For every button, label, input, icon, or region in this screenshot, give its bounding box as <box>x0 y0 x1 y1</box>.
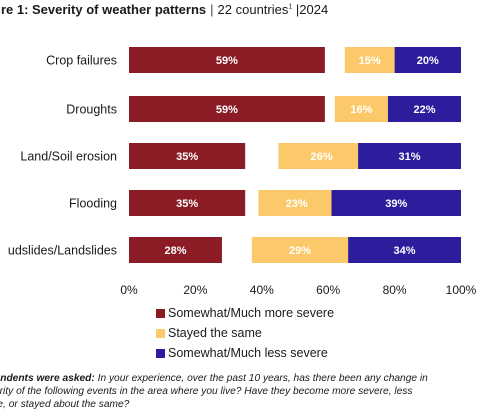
bar-same-4 <box>251 237 349 263</box>
x-tick-label-1: 20% <box>183 283 207 297</box>
legend-swatch-more-severe <box>156 308 165 318</box>
chart-title: ure 1: Severity of weather patterns | 22 c… <box>0 2 328 17</box>
footnote-line-2: erity of the following events in the are… <box>0 386 413 398</box>
category-label-3: Flooding <box>69 197 117 211</box>
bar-more-severe-0 <box>129 47 325 73</box>
bar-same-3 <box>258 190 335 216</box>
legend: Somewhat/Much more severe Stayed the sam… <box>156 303 334 363</box>
bar-more-severe-2 <box>129 143 246 169</box>
legend-item-less-severe: Somewhat/Much less severe <box>156 343 334 363</box>
title-footnote-marker: 1 <box>288 3 293 11</box>
x-tick-label-0: 0% <box>120 283 138 297</box>
x-tick-label-4: 80% <box>383 283 407 297</box>
bar-label-less-severe-0: 20% <box>417 55 439 67</box>
title-separator: | <box>210 2 214 17</box>
legend-item-more-severe: Somewhat/Much more severe <box>156 303 334 323</box>
bar-label-same-0: 15% <box>359 55 381 67</box>
category-label-0: Crop failures <box>46 54 117 68</box>
bar-more-severe-1 <box>129 96 325 122</box>
title-countries: 22 countries <box>217 2 289 17</box>
bar-label-more-severe-2: 35% <box>176 151 198 163</box>
category-label-2: Land/Soil erosion <box>20 150 117 164</box>
bar-label-more-severe-0: 59% <box>216 55 238 67</box>
footnote-bold: ondents were asked: <box>0 373 95 384</box>
title-year: |2024 <box>295 2 329 17</box>
bar-label-less-severe-1: 22% <box>413 104 435 116</box>
category-label-4: udslides/Landslides <box>8 244 117 258</box>
bar-less-severe-4 <box>348 237 461 263</box>
bar-label-less-severe-2: 31% <box>399 151 421 163</box>
bar-label-less-severe-3: 39% <box>385 198 407 210</box>
stacked-bar-chart: Crop failures 59% 15% 20% Droughts 59% 16% 22% L… <box>8 47 477 297</box>
footnote-line-1: ondents were asked: In your experience, … <box>0 372 497 385</box>
legend-swatch-same <box>156 328 165 338</box>
legend-label-same: Stayed the same <box>168 326 262 340</box>
bar-more-severe-3 <box>129 190 246 216</box>
footnote-text-1: In your experience, over the past 10 yea… <box>94 373 428 384</box>
x-tick-label-2: 40% <box>250 283 274 297</box>
bar-less-severe-3 <box>331 190 461 216</box>
legend-label-more-severe: Somewhat/Much more severe <box>168 306 335 320</box>
footnote-line-3: re, or stayed about the same? <box>0 399 130 411</box>
bar-same-1 <box>334 96 388 122</box>
bar-less-severe-0 <box>394 47 461 73</box>
legend-item-same: Stayed the same <box>156 323 334 343</box>
category-label-1: Droughts <box>66 103 117 117</box>
legend-label-less-severe: Somewhat/Much less severe <box>168 346 328 360</box>
bar-more-severe-4 <box>129 237 222 263</box>
bar-label-more-severe-3: 35% <box>176 198 198 210</box>
bar-label-same-1: 16% <box>350 104 372 116</box>
bar-less-severe-2 <box>358 143 461 169</box>
bar-label-less-severe-4: 34% <box>394 245 416 257</box>
bar-label-more-severe-1: 59% <box>216 104 238 116</box>
legend-swatch-less-severe <box>156 348 165 358</box>
x-tick-label-3: 60% <box>316 283 340 297</box>
x-tick-label-5: 100% <box>446 283 477 297</box>
footnote: ondents were asked: In your experience, … <box>0 372 497 412</box>
bar-label-more-severe-4: 28% <box>164 245 186 257</box>
title-main: ure 1: Severity of weather patterns <box>0 2 207 17</box>
bar-same-2 <box>278 143 365 169</box>
bar-label-same-2: 26% <box>311 151 333 163</box>
bar-same-0 <box>344 47 395 73</box>
bar-label-same-3: 23% <box>286 198 308 210</box>
bar-label-same-4: 29% <box>289 245 311 257</box>
bar-less-severe-1 <box>387 96 461 122</box>
